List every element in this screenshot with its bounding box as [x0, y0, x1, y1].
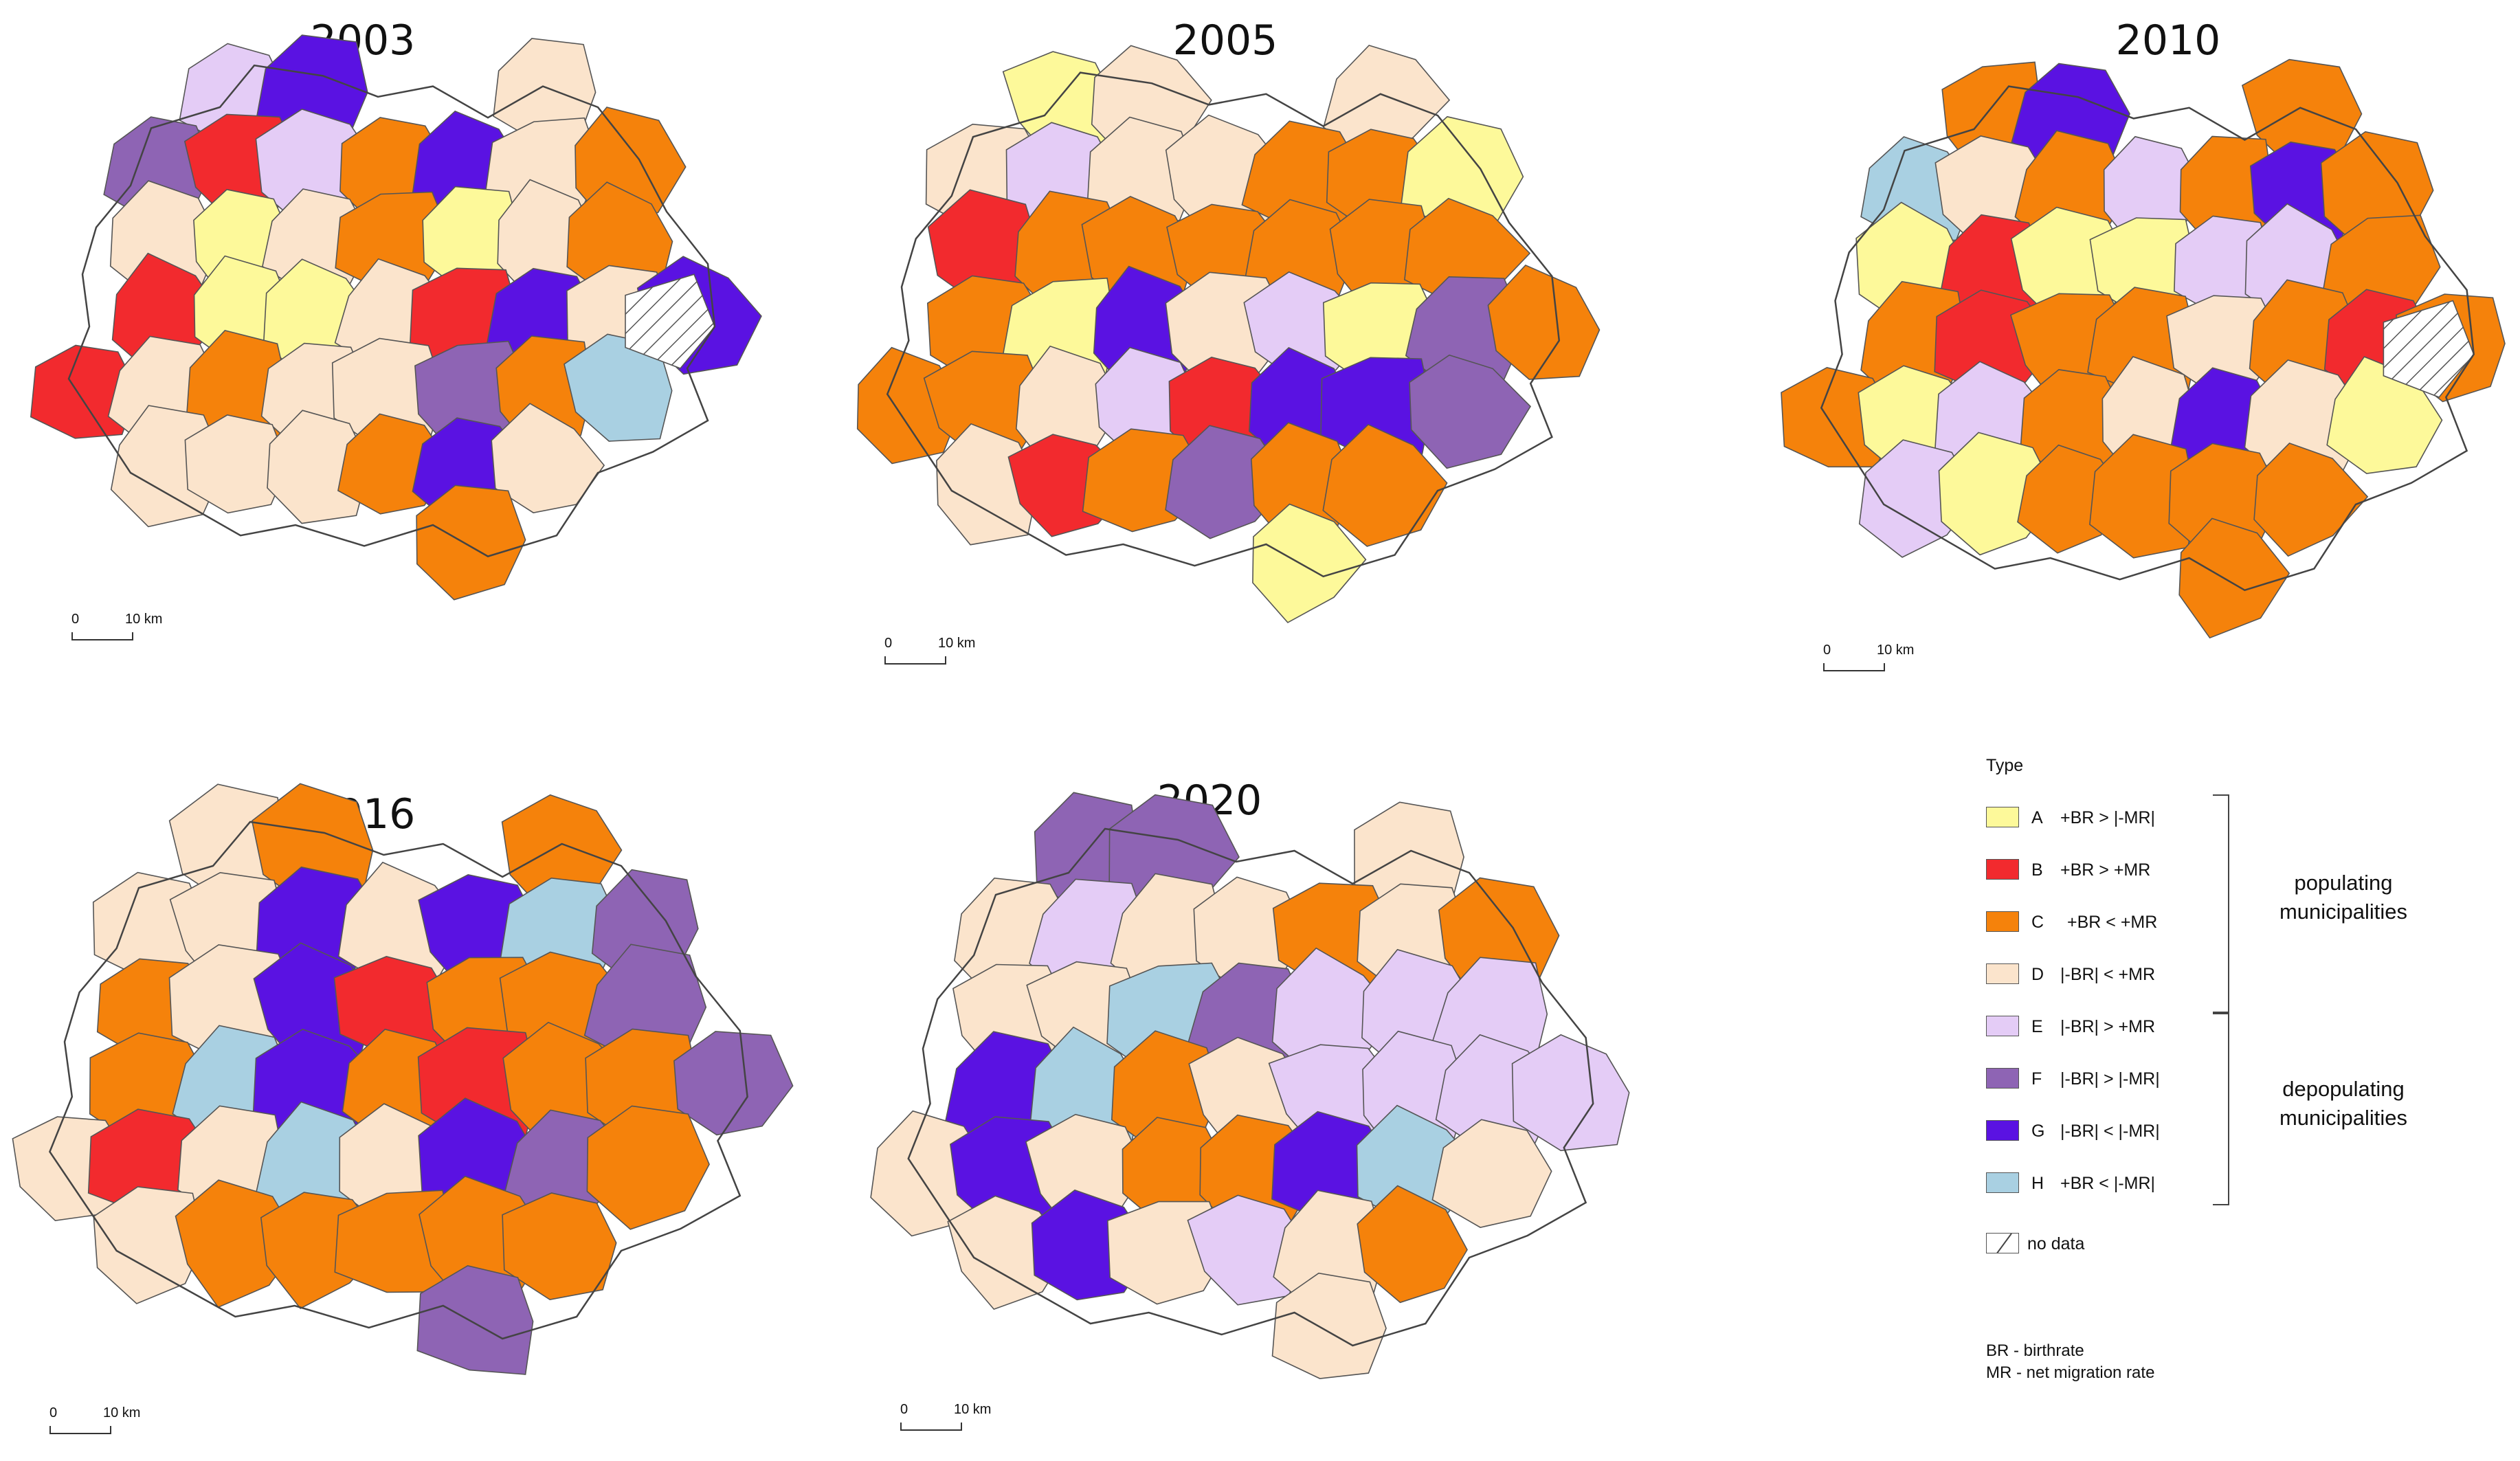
legend-code: A	[2031, 808, 2043, 827]
municipality-area	[1252, 503, 1367, 623]
region-outline	[907, 827, 1594, 1347]
legend-code: C	[2031, 913, 2044, 932]
legend-code: B	[2031, 860, 2043, 880]
choropleth-map	[30, 34, 762, 601]
choropleth-map	[1781, 58, 2506, 639]
legend-desc: +BR > +MR	[2060, 860, 2151, 880]
legend-item-f: F |-BR| > |-MR|	[1986, 1068, 2275, 1091]
scale-bar: 0 10 km	[900, 1402, 991, 1431]
municipality-area	[1409, 354, 1532, 469]
legend-code: D	[2031, 965, 2044, 984]
no-data-label: no data	[2027, 1234, 2085, 1253]
municipality-area	[2253, 442, 2369, 557]
legend: Type A +BR > |-MR| B +BR > +MR C +BR < +…	[1986, 756, 2495, 1388]
legend-desc: +BR < |-MR|	[2060, 1174, 2156, 1193]
legend-swatch	[1986, 1120, 2019, 1141]
legend-item-b: B +BR > +MR	[1986, 859, 2275, 882]
legend-title: Type	[1986, 756, 2024, 775]
legend-swatch	[1986, 911, 2019, 932]
legend-item-h: H +BR < |-MR|	[1986, 1172, 2275, 1196]
legend-item-no-data: no data	[1986, 1233, 2275, 1256]
legend-code: G	[2031, 1122, 2045, 1141]
no-data-area	[625, 274, 715, 369]
scale-distance: 10 km	[103, 1405, 141, 1420]
scale-bar: 0 10 km	[884, 636, 975, 665]
legend-swatch	[1986, 1016, 2019, 1036]
legend-desc: |-BR| > |-MR|	[2060, 1069, 2160, 1089]
municipality-area	[673, 1031, 794, 1136]
legend-desc: |-BR| < +MR	[2060, 965, 2156, 984]
scale-zero: 0	[900, 1402, 908, 1417]
municipality-area	[1511, 1034, 1630, 1152]
region-outline	[67, 64, 716, 557]
legend-swatch	[1986, 1068, 2019, 1089]
depopulating-bracket	[2213, 1013, 2229, 1205]
municipality-area	[1431, 1119, 1552, 1228]
scale-bar: 0 10 km	[1823, 643, 1914, 671]
scale-bar: 0 10 km	[71, 612, 162, 640]
municipality-area	[175, 1179, 301, 1308]
municipality-area	[491, 403, 605, 513]
municipality-area	[1271, 1272, 1387, 1379]
depopulating-label: depopulating municipalities	[2279, 1077, 2408, 1130]
legend-swatch	[1986, 963, 2019, 984]
no-data-area	[2383, 300, 2475, 398]
municipality-area	[1487, 264, 1601, 380]
legend-desc: +BR < +MR	[2067, 913, 2158, 932]
map-title: 2005	[1172, 16, 1278, 65]
scale-zero: 0	[71, 612, 80, 627]
choropleth-map	[870, 792, 1630, 1379]
scale-distance: 10 km	[938, 636, 976, 651]
municipality-area	[1357, 1185, 1468, 1304]
region-outline	[48, 821, 748, 1340]
note-birthrate: BR - birthrate	[1986, 1341, 2084, 1360]
note-migration: MR - net migration rate	[1986, 1363, 2155, 1382]
scale-zero: 0	[1823, 643, 1831, 658]
legend-swatch	[1986, 1172, 2019, 1193]
choropleth-map	[856, 45, 1601, 623]
region-outline	[1820, 85, 2475, 592]
populating-label: populating municipalities	[2279, 871, 2408, 924]
municipality-area	[2089, 434, 2196, 559]
legend-desc: |-BR| > +MR	[2060, 1017, 2156, 1036]
legend-desc: |-BR| < |-MR|	[2060, 1122, 2160, 1141]
legend-code: H	[2031, 1174, 2044, 1193]
legend-code: F	[2031, 1069, 2042, 1089]
municipality-area	[267, 410, 370, 524]
legend-item-c: C +BR < +MR	[1986, 911, 2275, 935]
scale-distance: 10 km	[954, 1402, 992, 1417]
municipality-area	[416, 484, 526, 601]
municipality-area	[1322, 423, 1448, 547]
legend-item-a: A +BR > |-MR|	[1986, 807, 2275, 830]
scale-bar: 0 10 km	[49, 1405, 140, 1434]
choropleth-map	[12, 783, 794, 1375]
region-outline	[886, 71, 1561, 578]
scale-distance: 10 km	[125, 612, 163, 627]
scale-zero: 0	[884, 636, 893, 651]
legend-swatch	[1986, 807, 2019, 827]
legend-item-e: E |-BR| > +MR	[1986, 1016, 2275, 1039]
populating-bracket	[2213, 794, 2229, 1013]
legend-item-d: D |-BR| < +MR	[1986, 963, 2275, 987]
legend-swatch	[1986, 859, 2019, 880]
map-title: 2010	[2115, 16, 2221, 65]
hatch-swatch	[1986, 1233, 2019, 1253]
scale-zero: 0	[49, 1405, 58, 1420]
legend-desc: +BR > |-MR|	[2060, 808, 2156, 827]
municipality-area	[184, 414, 289, 514]
municipality-area	[586, 1105, 710, 1230]
scale-distance: 10 km	[1877, 643, 1915, 658]
legend-item-g: G |-BR| < |-MR|	[1986, 1120, 2275, 1144]
municipality-area	[416, 1264, 534, 1375]
municipality-area	[2178, 517, 2290, 639]
legend-code: E	[2031, 1017, 2043, 1036]
